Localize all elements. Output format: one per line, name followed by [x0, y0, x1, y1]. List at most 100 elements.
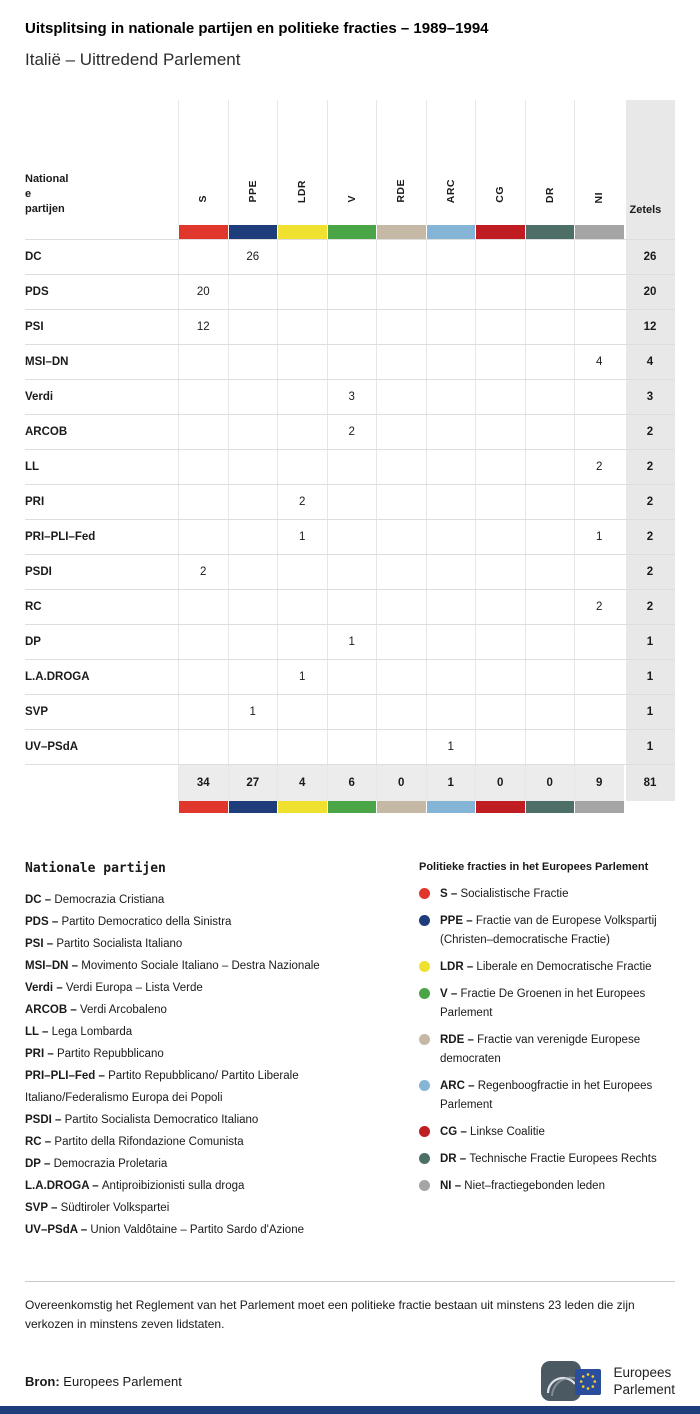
value-cell-V [326, 275, 377, 309]
party-code: DC – [25, 894, 55, 906]
table-row: PSDI 2 2 [25, 554, 675, 589]
party-code: PRI – [25, 1048, 57, 1060]
value-cell-CG [475, 485, 525, 519]
political-groups-legend-title: Politieke fracties in het Europees Parle… [419, 861, 649, 873]
table-header-row: National e partijen S PPE LDR V RDE ARC CG DR NI Z… [25, 100, 675, 225]
value-cell-S: 2 [178, 555, 228, 589]
group-color-bar-DR [525, 225, 574, 239]
ep-logo-mark [541, 1361, 602, 1401]
group-color-dot [419, 915, 430, 926]
value-cell-DR [524, 415, 575, 449]
legend-item: LL – Lega Lombarda [25, 1021, 397, 1043]
table-corner-label: National e partijen [25, 100, 178, 225]
group-code: RDE – [440, 1034, 478, 1046]
value-cell-RDE [376, 590, 426, 624]
legend-item: UV–PSdA – Union Valdôtaine – Partito Sar… [25, 1219, 397, 1241]
value-cell-CG [475, 695, 525, 729]
value-cell-LDR: 2 [277, 485, 327, 519]
value-cell-LDR [277, 310, 327, 344]
spacer-cell [25, 225, 178, 239]
column-total-V: 6 [326, 765, 376, 801]
value-cell-PPE [227, 590, 278, 624]
legend-item: DR – Technische Fractie Europees Rechts [419, 1150, 675, 1169]
value-cell-RDE [376, 625, 426, 659]
value-cell-DR [524, 485, 575, 519]
party-full-name: Lega Lombarda [51, 1026, 133, 1038]
legend-item: L.A.DROGA – Antiproibizionisti sulla dro… [25, 1175, 397, 1197]
group-color-bar-LDR [278, 801, 327, 813]
value-cell-S [178, 625, 228, 659]
value-cell-RDE [376, 380, 426, 414]
value-cell-PPE: 26 [227, 240, 278, 274]
group-color-bars-top [25, 225, 675, 239]
value-cell-NI [574, 660, 624, 694]
value-cell-ARC [425, 625, 476, 659]
party-name: ARCOB [25, 426, 68, 438]
value-cell-V [326, 695, 377, 729]
value-cell-CG [475, 345, 525, 379]
legend-text: CG – Linkse Coalitie [440, 1123, 675, 1142]
value-cell-ARC [425, 240, 476, 274]
value-cell-V: 3 [326, 380, 377, 414]
group-color-bar-PPE [228, 801, 277, 813]
value-cell-RDE [376, 415, 426, 449]
color-bar-cell [376, 225, 426, 239]
column-header-label: DR [543, 186, 556, 203]
column-header-S: S [178, 100, 228, 225]
legend-item: Verdi – Verdi Europa – Lista Verde [25, 977, 397, 999]
party-full-name: Partito Repubblicano [56, 1048, 164, 1060]
political-groups-legend: Politieke fracties in het Europees Parle… [397, 861, 675, 1241]
value-cell-RDE [376, 660, 426, 694]
group-full-name: Fractie De Groenen in het Europees Parle… [440, 988, 646, 1019]
column-header-label: NI [593, 191, 606, 204]
party-name: PDS [25, 286, 49, 298]
footnote: Overeenkomstig het Reglement van het Par… [25, 1281, 675, 1334]
legend-text: RDE – Fractie van verenigde Europese dem… [440, 1031, 675, 1069]
party-full-name: Partito Democratico della Sinistra [61, 916, 232, 928]
column-header-CG: CG [475, 100, 525, 225]
value-cell-PPE [227, 730, 278, 764]
table-row: DP 1 1 [25, 624, 675, 659]
table-row: UV–PSdA 1 1 [25, 729, 675, 764]
column-header-label: PPE [246, 180, 259, 203]
value-cell-CG [475, 450, 525, 484]
value-cell-NI [574, 695, 624, 729]
party-name: PSI [25, 321, 44, 333]
value-cell-NI [574, 625, 624, 659]
legend-text: DR – Technische Fractie Europees Rechts [440, 1150, 675, 1169]
value-cell-DR [524, 240, 575, 274]
value-cell-RDE [376, 450, 426, 484]
color-bar-cell [227, 801, 277, 813]
value-cell-ARC [425, 660, 476, 694]
row-seats-total: 12 [625, 310, 675, 344]
table-row: Verdi 3 3 [25, 379, 675, 414]
row-seats-total: 4 [625, 345, 675, 379]
value-cell-ARC [425, 555, 476, 589]
value-cell-S [178, 240, 228, 274]
party-name: Verdi [25, 391, 54, 403]
value-cell-S [178, 730, 228, 764]
value-cell-LDR [277, 380, 327, 414]
party-name: LL [25, 461, 40, 473]
value-cell-LDR [277, 555, 327, 589]
party-code: L.A.DROGA – [25, 1180, 102, 1192]
party-full-name: Democrazia Cristiana [54, 894, 165, 906]
value-cell-V [326, 660, 377, 694]
group-color-bar-RDE [377, 225, 426, 239]
seats-column-fill [625, 225, 675, 239]
legend-item: SVP – Südtiroler Volkspartei [25, 1197, 397, 1219]
color-bar-cell [326, 801, 376, 813]
value-cell-LDR [277, 345, 327, 379]
group-color-bar-CG [476, 801, 525, 813]
color-bar-cell [475, 225, 525, 239]
value-cell-CG [475, 380, 525, 414]
seats-column-header: Zetels [625, 100, 675, 225]
color-bar-cell [326, 225, 376, 239]
color-bar-cell [178, 801, 228, 813]
party-full-name: Partito Socialista Italiano [56, 938, 183, 950]
party-name: RC [25, 601, 42, 613]
value-cell-DR [524, 275, 575, 309]
value-cell-S [178, 380, 228, 414]
national-parties-legend: Nationale partijen DC – Democrazia Crist… [25, 861, 397, 1241]
value-cell-PPE [227, 625, 278, 659]
